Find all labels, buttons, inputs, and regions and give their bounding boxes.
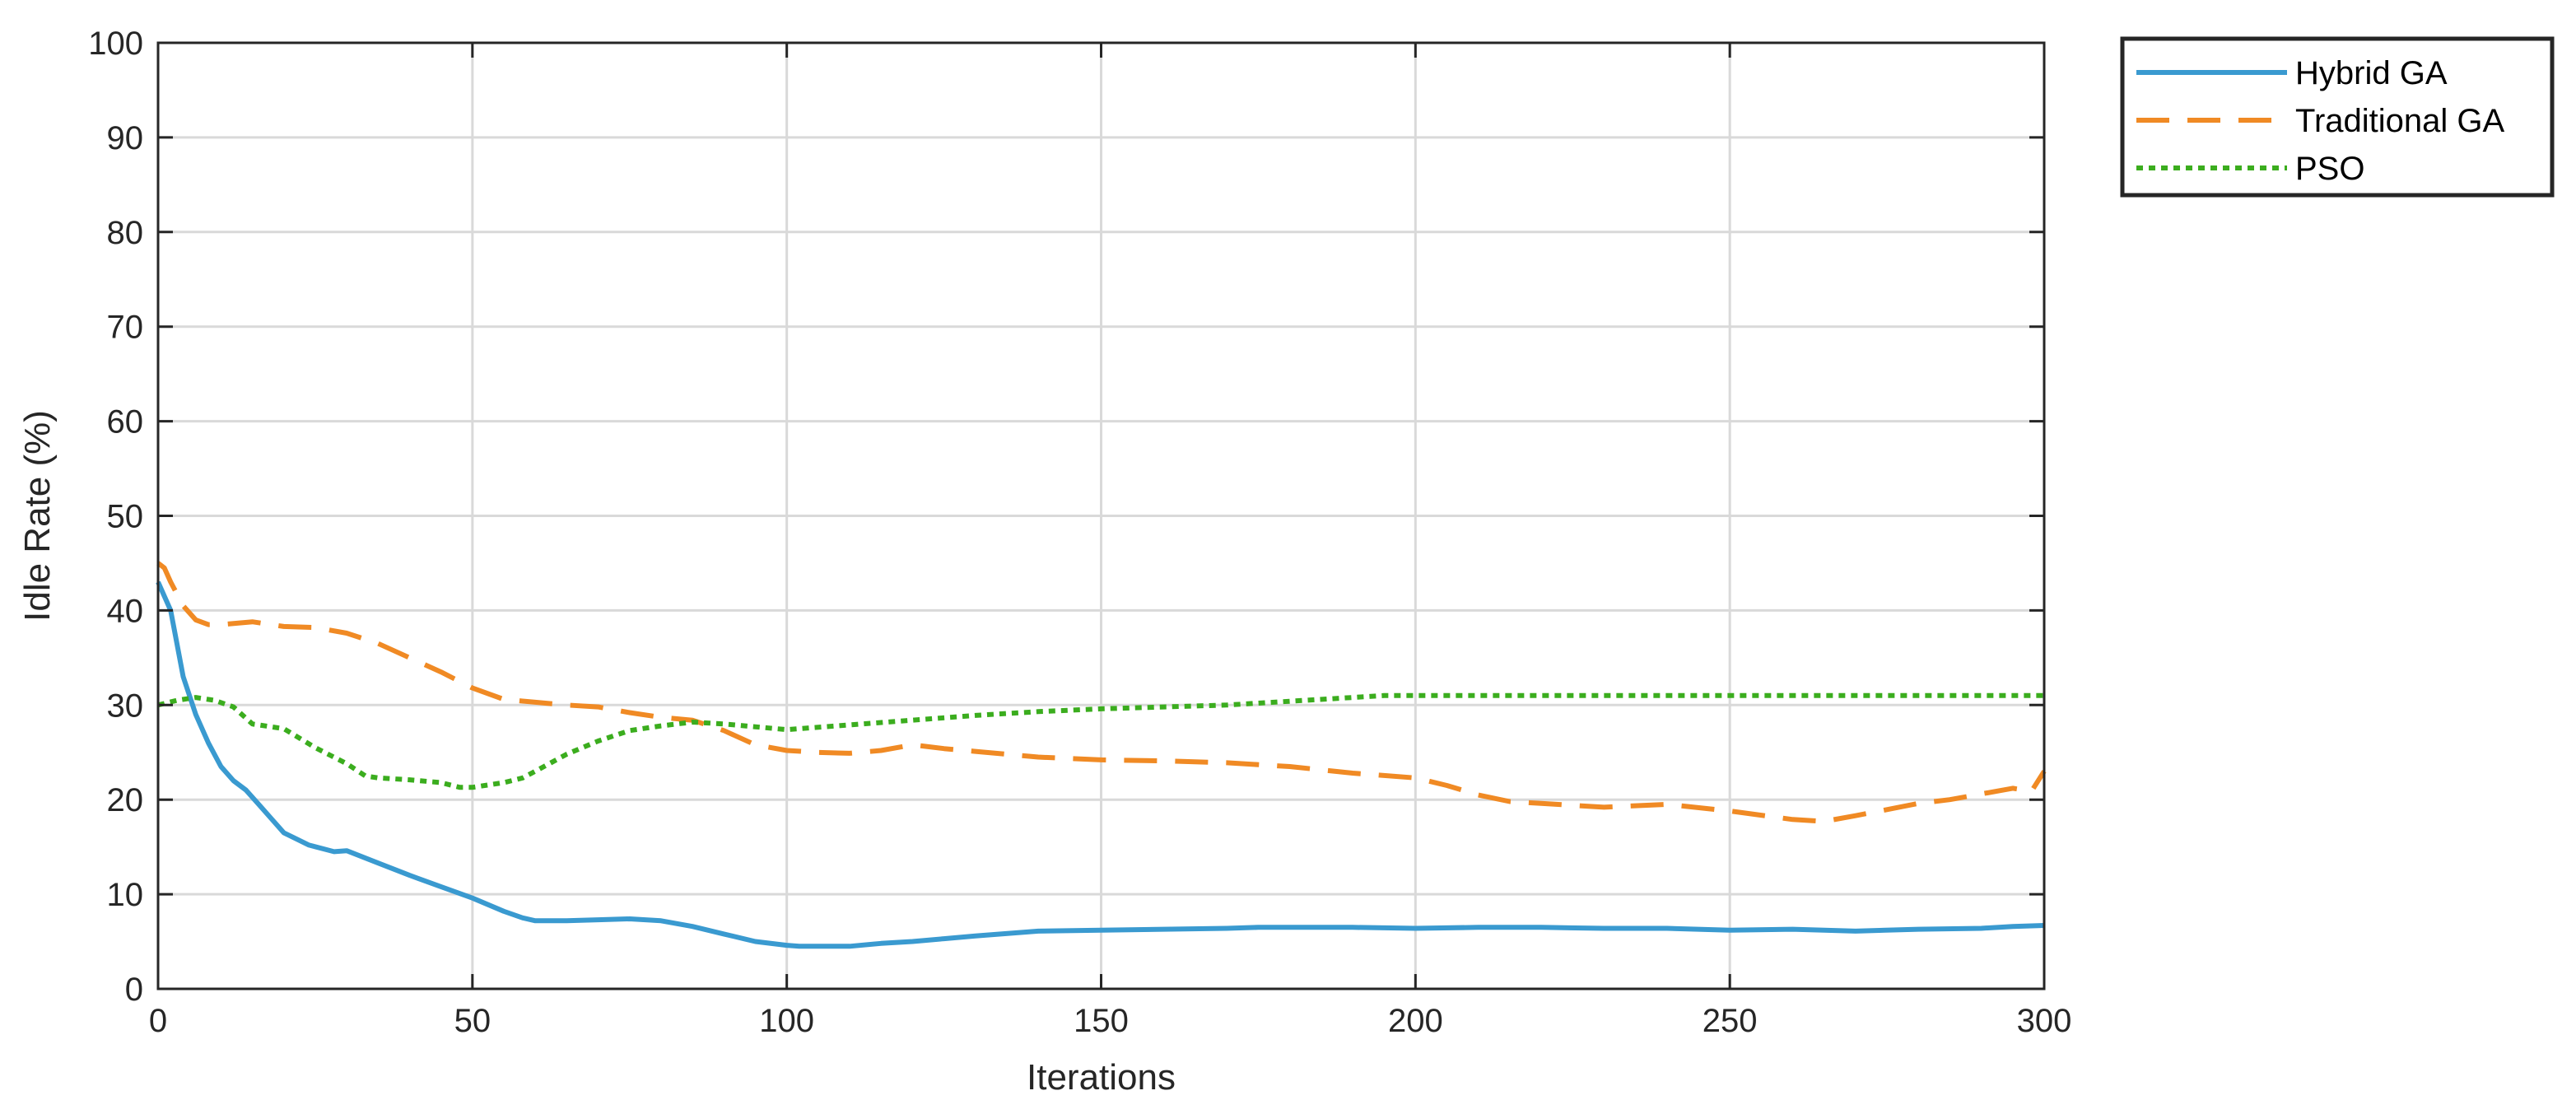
x-tick-label: 250: [1703, 1003, 1758, 1039]
x-tick-label: 50: [454, 1003, 491, 1039]
legend-label-2: Traditional GA: [2295, 103, 2505, 139]
y-tick-label: 50: [107, 499, 144, 535]
y-tick-label: 80: [107, 215, 144, 251]
y-tick-label: 30: [107, 688, 144, 724]
y-tick-label: 10: [107, 877, 144, 913]
y-tick-label: 40: [107, 593, 144, 629]
y-axis-title: Idle Rate (%): [17, 410, 58, 622]
x-tick-label: 200: [1388, 1003, 1443, 1039]
y-tick-label: 70: [107, 310, 144, 346]
y-tick-label: 60: [107, 404, 144, 440]
x-tick-label: 150: [1074, 1003, 1129, 1039]
series-line-3: [157, 692, 2044, 790]
legend: Hybrid GA Traditional GA PSO: [2120, 36, 2555, 198]
grid-lines: [156, 41, 2046, 990]
y-tick-label: 100: [88, 26, 143, 62]
x-axis-title: Iterations: [1027, 1057, 1176, 1098]
y-tick-label: 20: [107, 782, 144, 818]
y-tick-label: 90: [107, 120, 144, 156]
series-line-1: [156, 580, 2045, 949]
axis-ticks: 0 50 100 150 200 250 300 0 10 20 30 40 50 60 70 80 90 100: [88, 26, 2071, 1039]
legend-label-3: PSO: [2295, 151, 2364, 187]
x-tick-label: 100: [759, 1003, 814, 1039]
legend-box: [2120, 36, 2555, 198]
legend-label-1: Hybrid GA: [2295, 55, 2448, 91]
series-lines: [156, 561, 2047, 949]
y-tick-label: 0: [125, 972, 143, 1008]
series-line-2: [156, 561, 2047, 824]
x-tick-label: 0: [149, 1003, 167, 1039]
x-tick-label: 300: [2017, 1003, 2072, 1039]
